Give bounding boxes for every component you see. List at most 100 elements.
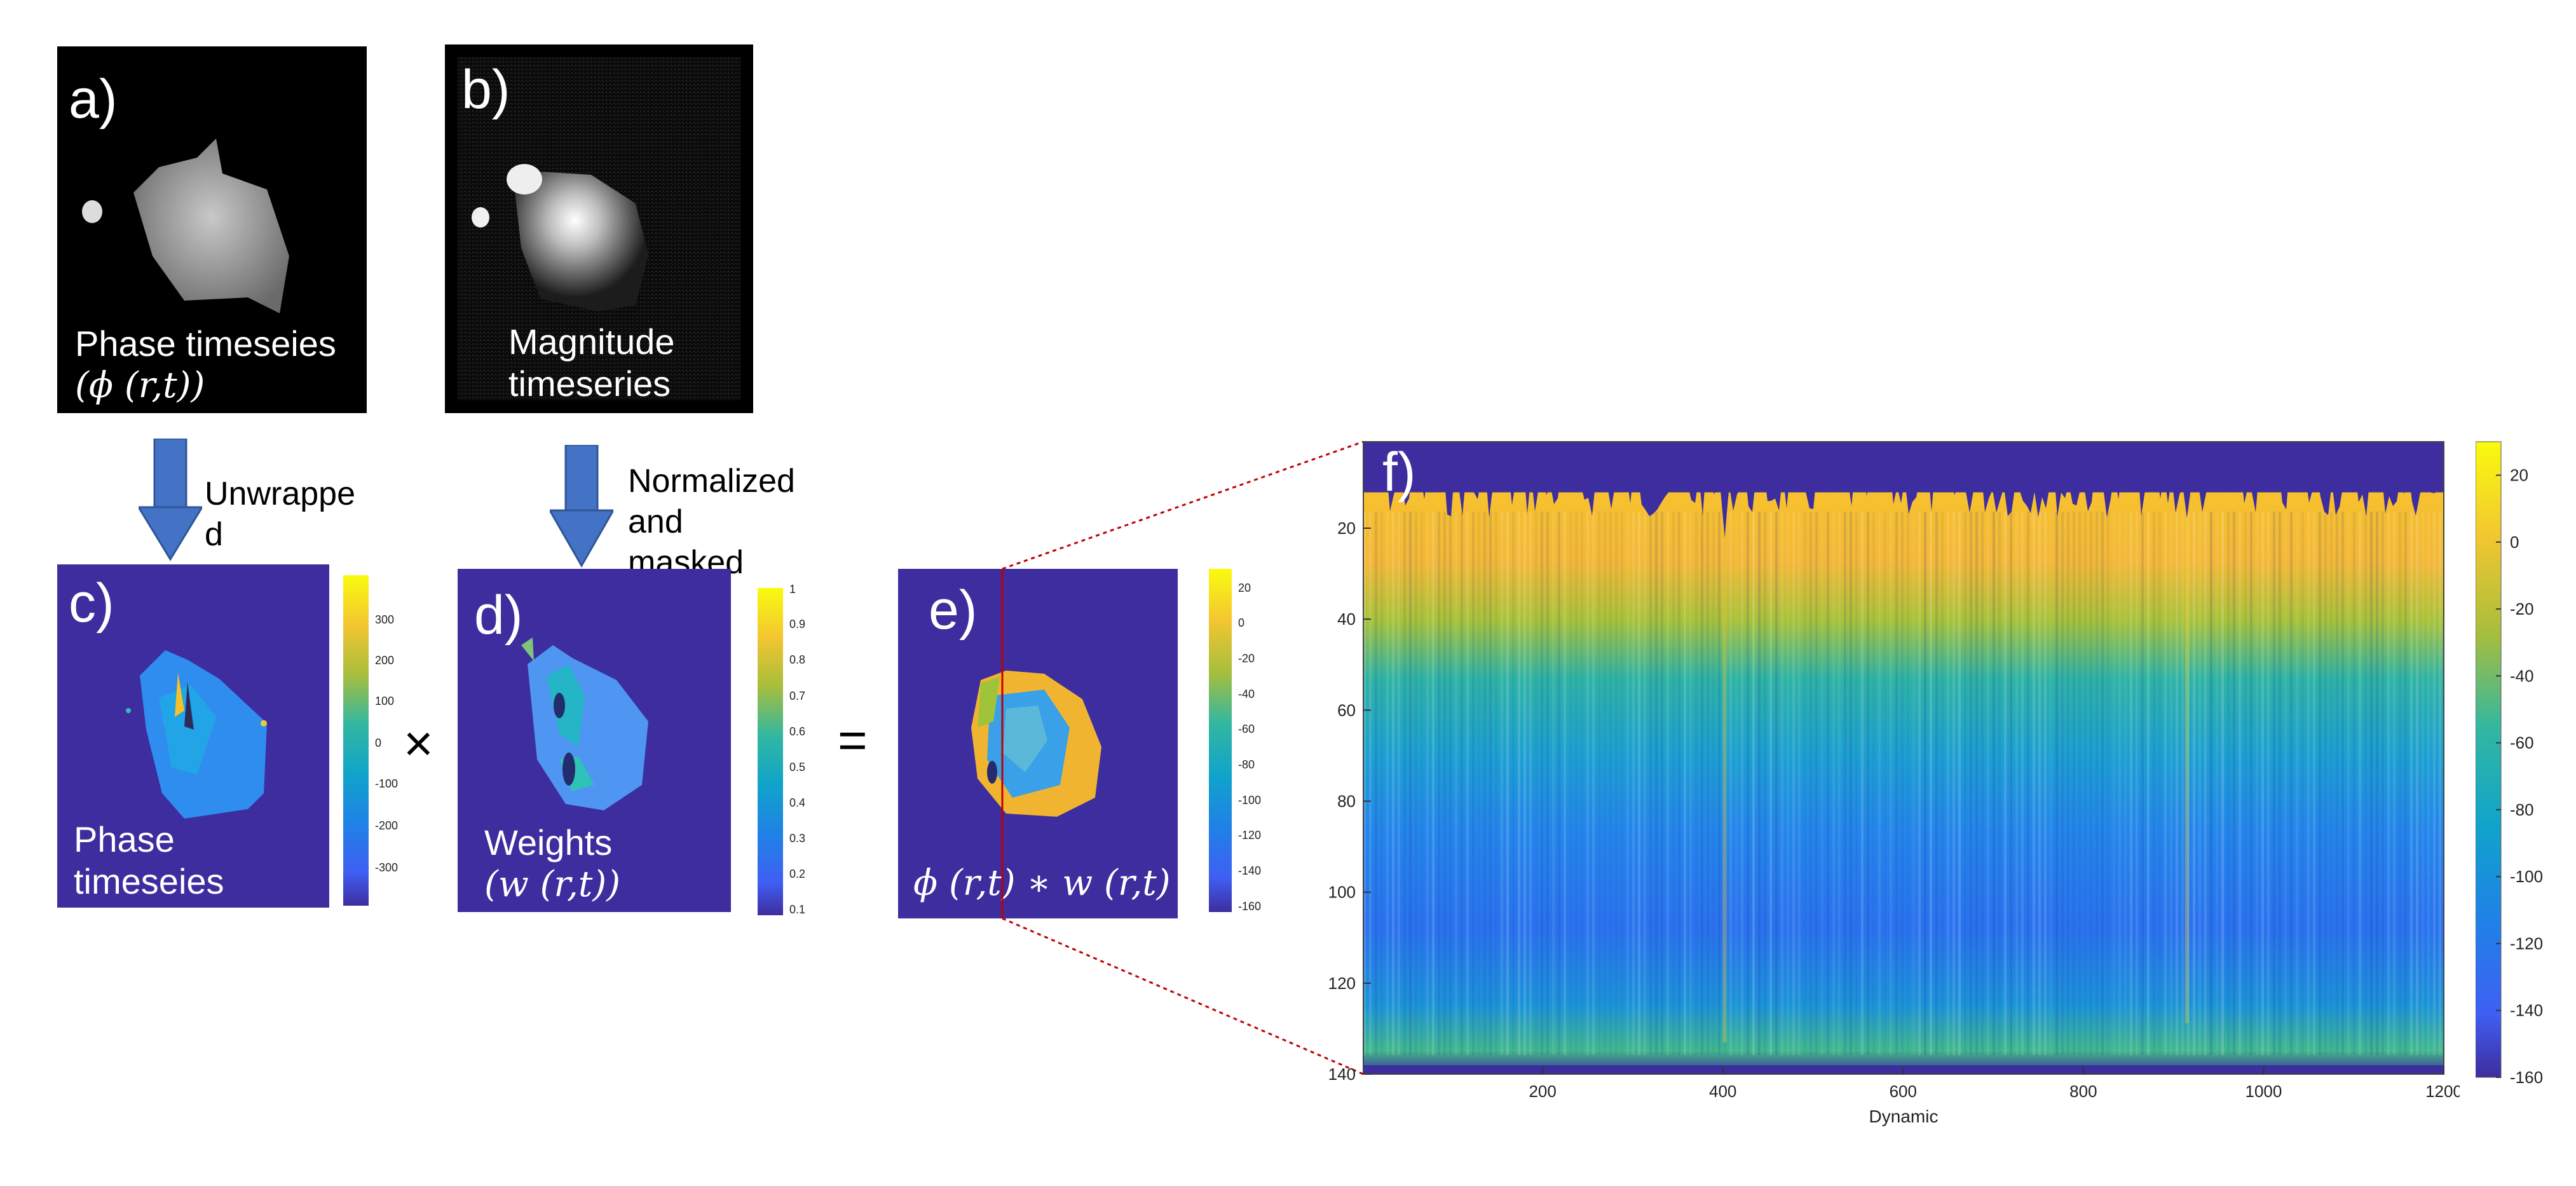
y-tick-label: 140 bbox=[1328, 1065, 1356, 1084]
heatmap-streak bbox=[2239, 512, 2241, 1055]
heatmap-streak bbox=[1867, 512, 1869, 1055]
colorbar-tick: -120 bbox=[1238, 829, 1262, 842]
colorbar-tick: 0.8 bbox=[789, 653, 806, 666]
heatmap-streak bbox=[2427, 512, 2430, 1055]
panel-e-colorbar-ticks: 20 0 -20 -40 -60 -80 -100 -120 -140 -160 bbox=[1238, 569, 1276, 913]
heatmap-streak bbox=[1552, 512, 1555, 1055]
heatmap-streak bbox=[2141, 512, 2144, 1055]
panel-e-caption: ϕ (r,t) ∗ w (r,t) bbox=[913, 862, 1171, 904]
heatmap-streak bbox=[2067, 512, 2069, 1055]
heatmap-streak bbox=[2204, 512, 2207, 1055]
colorbar-tick: 0.3 bbox=[789, 832, 806, 845]
heatmap-streak bbox=[1695, 512, 1698, 1055]
heatmap-streak bbox=[2181, 512, 2184, 1055]
heatmap-streak bbox=[1918, 512, 1921, 1055]
heatmap-streak bbox=[2050, 512, 2052, 1055]
heatmap-streak bbox=[1409, 512, 1412, 1055]
heatmap-streak bbox=[1398, 512, 1400, 1055]
colorbar-tick: -160 bbox=[1238, 900, 1262, 913]
heatmap-streak bbox=[1901, 512, 1904, 1055]
heatmap-streak bbox=[1489, 512, 1492, 1055]
heatmap-streak bbox=[1775, 512, 1778, 1055]
panel-b-label: b) bbox=[461, 59, 510, 120]
panel-a-caption-math: (ϕ (r,t)) bbox=[75, 365, 205, 406]
heatmap-streak bbox=[1924, 512, 1926, 1055]
heatmap-streak bbox=[2296, 512, 2298, 1055]
heatmap-streak bbox=[2353, 512, 2355, 1055]
heatmap-streak bbox=[1987, 512, 1989, 1055]
heatmap-streak bbox=[1592, 512, 1595, 1055]
heatmap-streak bbox=[1850, 512, 1852, 1055]
heatmap-streak bbox=[1970, 512, 1972, 1055]
panel-a-label: a) bbox=[69, 69, 118, 130]
heatmap-streak bbox=[1375, 512, 1377, 1055]
heatmap-streak bbox=[1735, 512, 1738, 1055]
y-tick-label: 20 bbox=[1337, 519, 1356, 538]
heatmap-streak bbox=[1758, 512, 1761, 1055]
normalize-label-line1: Normalized bbox=[628, 463, 795, 500]
panel-a-caption-text: Phase timeseies bbox=[75, 324, 336, 364]
heatmap-streak bbox=[2124, 512, 2127, 1055]
colorbar-tick: 0.1 bbox=[789, 903, 806, 916]
heatmap-streak bbox=[2273, 512, 2275, 1055]
heatmap-streak bbox=[1832, 512, 1835, 1055]
panel-f-label: f) bbox=[1382, 442, 1416, 503]
normalize-label: Normalized and masked bbox=[628, 461, 795, 583]
heatmap-streak bbox=[1752, 512, 1755, 1055]
heatmap-streak bbox=[1804, 512, 1806, 1055]
heatmap-streak bbox=[2336, 512, 2338, 1055]
heatmap-streak bbox=[2096, 512, 2098, 1055]
heatmap-streak bbox=[2347, 512, 2350, 1055]
heatmap-streak bbox=[1935, 512, 1938, 1055]
colorbar-tick: 0.4 bbox=[789, 796, 806, 809]
heatmap-streak bbox=[1541, 512, 1543, 1055]
panel-c-label: c) bbox=[69, 573, 114, 634]
heatmap-streak bbox=[2261, 512, 2264, 1055]
heatmap-streak bbox=[1861, 512, 1864, 1055]
equals-operator: = bbox=[838, 712, 868, 768]
colorbar-tick-label: -60 bbox=[2510, 733, 2534, 753]
heatmap-streak bbox=[1449, 512, 1452, 1055]
heatmap-streak bbox=[1930, 512, 1932, 1055]
colorbar-tick: -60 bbox=[1238, 723, 1255, 735]
heatmap-streak bbox=[2015, 512, 2018, 1055]
heatmap-streak bbox=[2055, 512, 2058, 1055]
colorbar-gradient bbox=[2476, 441, 2502, 1078]
heatmap-streak bbox=[1438, 512, 1440, 1055]
heatmap-streak bbox=[2073, 512, 2075, 1055]
panel-d-label: d) bbox=[474, 585, 523, 646]
colorbar-tick: -200 bbox=[375, 819, 399, 832]
y-tick-label: 80 bbox=[1337, 792, 1356, 811]
down-arrow-unwrap bbox=[139, 439, 202, 561]
heatmap-streak bbox=[2422, 512, 2424, 1055]
heatmap-dip bbox=[1719, 480, 1730, 537]
panel-b-caption: Magnitude timeseries bbox=[508, 321, 675, 405]
panel-c: c) Phase timeseies (ϕ (r,t)) bbox=[57, 564, 329, 908]
heatmap-streak bbox=[1678, 512, 1680, 1055]
heatmap-streak bbox=[1632, 512, 1635, 1055]
x-tick-label: 400 bbox=[1709, 1082, 1736, 1101]
colorbar-tick: 1 bbox=[789, 583, 796, 596]
heatmap-streak bbox=[1655, 512, 1658, 1055]
heatmap-streak bbox=[2307, 512, 2310, 1055]
heatmap-streak bbox=[2136, 512, 2138, 1055]
heatmap-streak bbox=[2021, 512, 2024, 1055]
panel-b-caption-line1: Magnitude bbox=[508, 322, 675, 362]
heatmap-streak bbox=[2404, 512, 2407, 1055]
heatmap-streak bbox=[1523, 512, 1526, 1055]
heatmap-streak bbox=[2382, 512, 2384, 1055]
colorbar-tick: -100 bbox=[375, 777, 399, 790]
heatmap-streak bbox=[1506, 512, 1509, 1055]
panel-c-colorbar-ticks: 300 200 100 0 -100 -200 -300 bbox=[375, 575, 413, 906]
heatmap-streak bbox=[2410, 512, 2413, 1055]
heatmap-streak bbox=[1558, 512, 1560, 1055]
heatmap-streak bbox=[1701, 512, 1703, 1055]
heatmap-streak bbox=[1478, 512, 1480, 1055]
heatmap-streak bbox=[2033, 512, 2035, 1055]
heatmap-streak bbox=[1575, 512, 1578, 1055]
heatmap-streak bbox=[1712, 512, 1715, 1055]
heatmap-streak bbox=[1769, 512, 1772, 1055]
colorbar-tick-label: 20 bbox=[2510, 466, 2528, 485]
heatmap-streak bbox=[1586, 512, 1589, 1055]
heatmap-streak bbox=[1598, 512, 1600, 1055]
